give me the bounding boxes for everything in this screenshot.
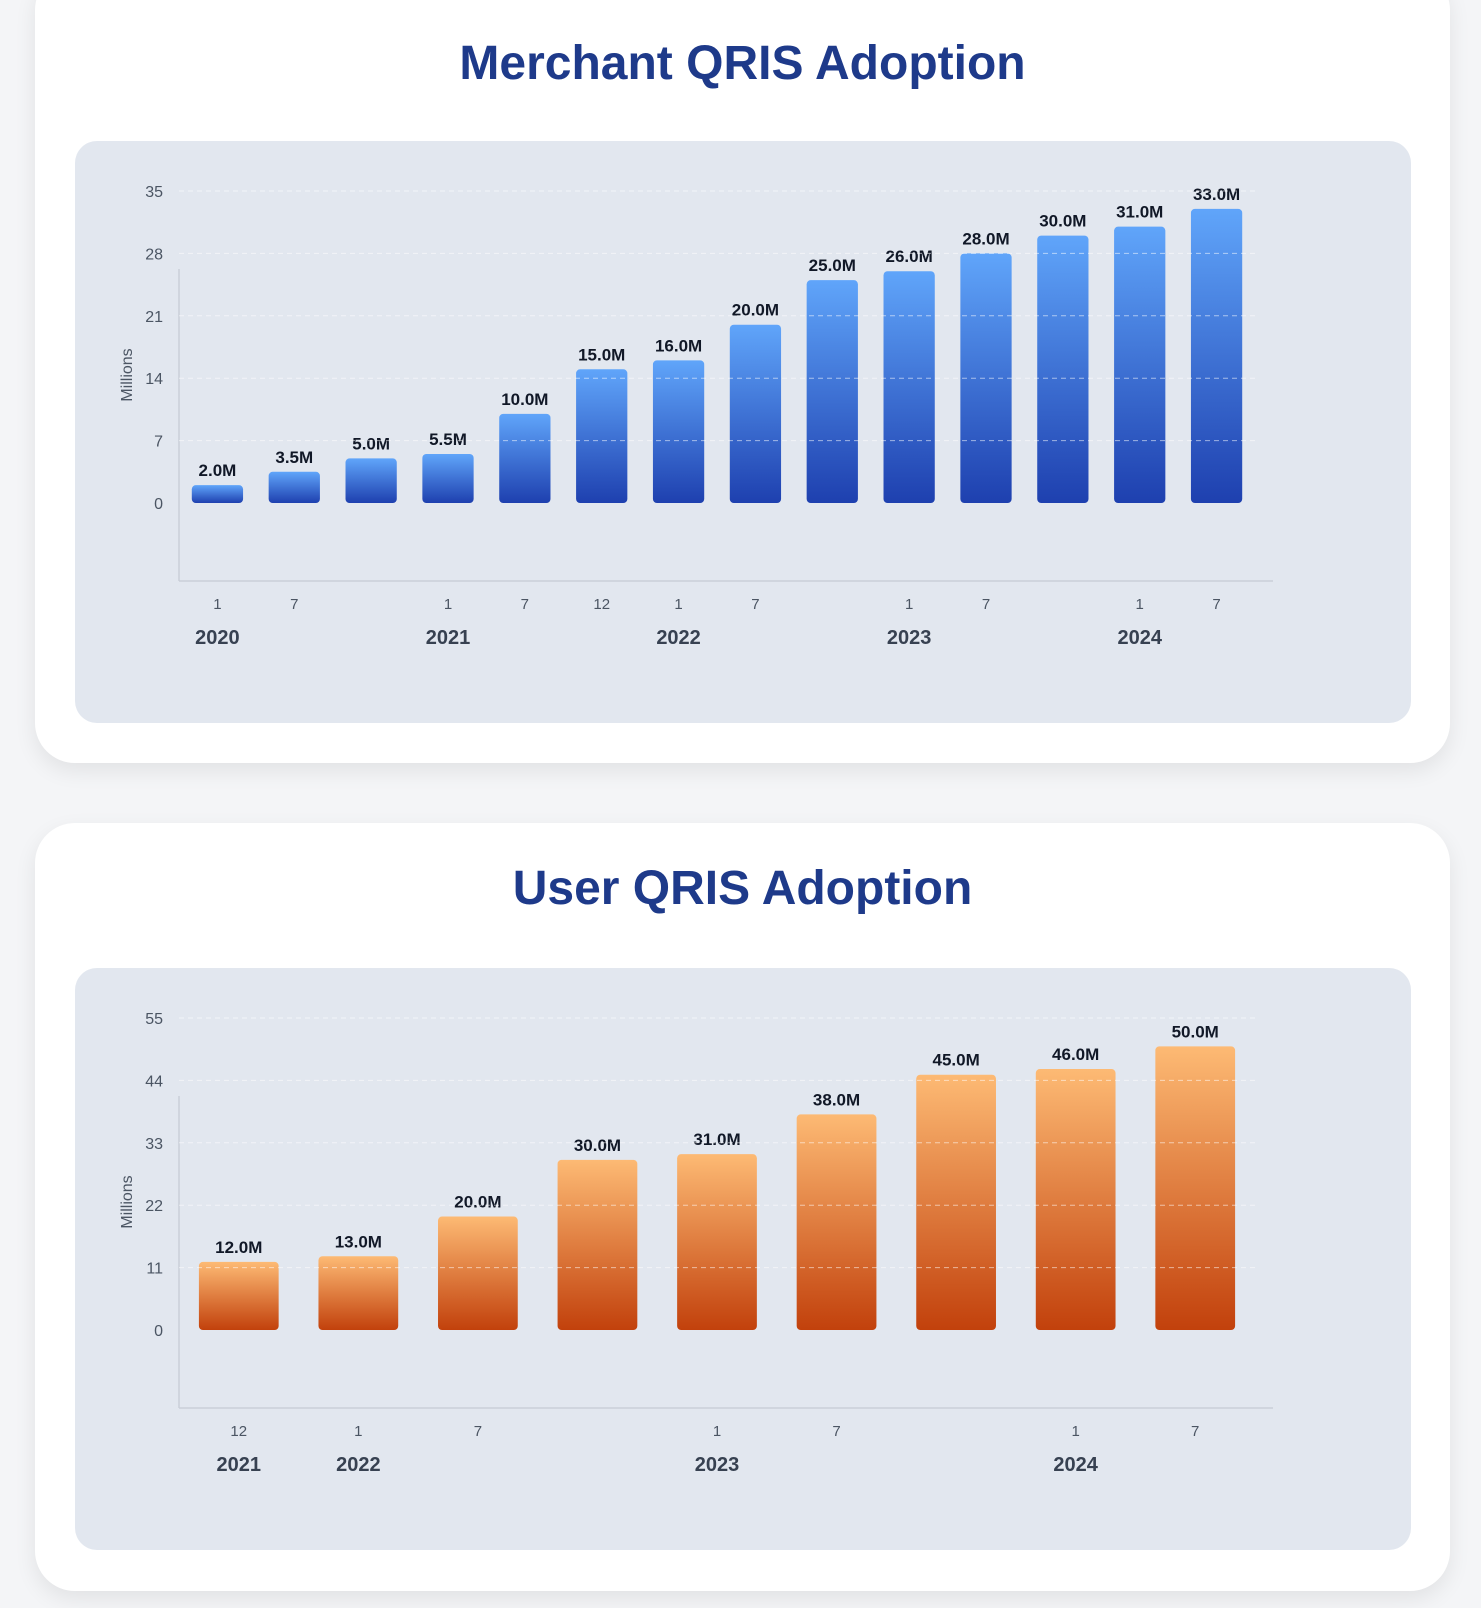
y-tick-label: 21: [145, 309, 163, 326]
bar-value-label: 45.0M: [932, 1051, 979, 1070]
bar-value-label: 25.0M: [809, 256, 856, 275]
merchant-chart-card: Merchant QRIS Adoption 0 7 14 21 28 35 Million…: [35, 0, 1450, 763]
bar: [557, 1159, 638, 1330]
y-tick-label: 22: [145, 1198, 163, 1215]
x-month-label: 7: [1191, 1423, 1199, 1440]
chart-title: User QRIS Adoption: [512, 862, 973, 915]
x-year-label: 2022: [656, 627, 701, 649]
x-month-label: 7: [982, 596, 990, 613]
x-month-label: 12: [593, 596, 610, 613]
bar-value-label: 33.0M: [1193, 185, 1240, 204]
x-month-label: 1: [213, 596, 221, 613]
bar-value-label: 12.0M: [215, 1238, 262, 1257]
x-month-label: 7: [290, 596, 298, 613]
x-month-label: 1: [444, 596, 452, 613]
bar: [198, 1261, 279, 1330]
bar: [268, 471, 320, 503]
bar-value-label: 31.0M: [693, 1130, 740, 1149]
bar: [576, 369, 628, 503]
y-tick-label: 55: [145, 1011, 163, 1028]
user-chart-card: User QRIS Adoption 0 11 22 33 44 55 Millions 12…: [35, 823, 1450, 1591]
bar-value-label: 10.0M: [501, 390, 548, 409]
x-month-label: 7: [1212, 596, 1220, 613]
x-month-label: 1: [713, 1423, 721, 1440]
bar-value-label: 28.0M: [962, 229, 1009, 248]
bar-value-label: 5.5M: [429, 430, 467, 449]
x-year-label: 2024: [1053, 1454, 1098, 1476]
bar: [1114, 226, 1166, 503]
bar: [345, 458, 397, 503]
x-month-label: 1: [354, 1423, 362, 1440]
y-tick-label: 14: [145, 371, 163, 388]
x-month-label: 1: [1136, 596, 1144, 613]
y-axis-label: Millions: [119, 1175, 136, 1228]
y-axis-label: Millions: [119, 348, 136, 401]
bar: [422, 453, 474, 503]
bar: [1190, 208, 1243, 503]
x-year-label: 2023: [695, 1454, 740, 1476]
y-tick-label: 44: [145, 1073, 163, 1090]
x-year-label: 2021: [426, 627, 471, 649]
x-year-label: 2022: [336, 1454, 381, 1476]
bar-value-label: 2.0M: [199, 461, 237, 480]
bar-value-label: 31.0M: [1116, 203, 1163, 222]
bar: [960, 253, 1012, 503]
bar-value-label: 5.0M: [352, 434, 390, 453]
bar: [729, 324, 782, 503]
user-bar-chart: 01122334455Millions12.0M12202113.0M12022…: [119, 1011, 1273, 1476]
x-month-label: 12: [230, 1423, 247, 1440]
bar: [1155, 1046, 1236, 1330]
bar-value-label: 50.0M: [1172, 1022, 1219, 1041]
y-tick-label: 28: [145, 246, 163, 263]
x-month-label: 1: [674, 596, 682, 613]
y-tick-label: 11: [146, 1261, 163, 1278]
x-month-label: 7: [474, 1423, 482, 1440]
bar: [652, 360, 705, 503]
bar-value-label: 15.0M: [578, 345, 625, 364]
y-tick-label: 35: [145, 184, 163, 201]
x-month-label: 1: [905, 596, 913, 613]
x-year-label: 2024: [1117, 627, 1162, 649]
x-month-label: 7: [832, 1423, 840, 1440]
bar: [796, 1114, 877, 1330]
bar-value-label: 26.0M: [886, 247, 933, 266]
bar-value-label: 30.0M: [1039, 212, 1086, 231]
y-tick-label: 0: [154, 496, 163, 513]
x-month-label: 1: [1071, 1423, 1079, 1440]
bar: [438, 1216, 518, 1330]
x-year-label: 2023: [887, 627, 932, 649]
bar: [499, 413, 551, 503]
bar-value-label: 20.0M: [732, 301, 779, 320]
chart-panel: 0 7 14 21 28 35 Millions 2.0M 1 2020 3.5M 7 5.0M 5.5M…: [75, 141, 1411, 723]
chart-title: Merchant QRIS Adoption: [459, 37, 1026, 90]
y-tick-label: 33: [145, 1136, 163, 1153]
x-year-label: 2020: [195, 627, 240, 649]
bar-value-label: 38.0M: [813, 1090, 860, 1109]
y-tick-label: 0: [154, 1323, 163, 1340]
bar: [1037, 235, 1089, 504]
bar: [677, 1154, 757, 1330]
bar: [318, 1256, 399, 1330]
bar: [191, 485, 244, 503]
merchant-bar-chart: 0 7 14 21 28 35 Millions 2.0M 1 2020 3.5M 7 5.0M 5.5M…: [119, 184, 1273, 649]
bar: [1035, 1069, 1116, 1330]
bar: [916, 1074, 996, 1330]
bar-value-label: 20.0M: [454, 1193, 501, 1212]
y-tick-label: 7: [154, 434, 163, 451]
bar-value-label: 30.0M: [574, 1136, 621, 1155]
x-month-label: 7: [751, 596, 759, 613]
bar-value-label: 46.0M: [1052, 1045, 1099, 1064]
chart-panel: 0 11 22 33 44 55 Millions 12.0M 12 2021 13.0M 1 2022…: [75, 968, 1411, 1550]
bar: [806, 280, 858, 503]
x-year-label: 2021: [217, 1454, 262, 1476]
x-month-label: 7: [521, 596, 529, 613]
bar-value-label: 16.0M: [655, 336, 702, 355]
bar-value-label: 3.5M: [275, 448, 313, 467]
bar-value-label: 13.0M: [335, 1232, 382, 1251]
bar: [883, 271, 935, 503]
